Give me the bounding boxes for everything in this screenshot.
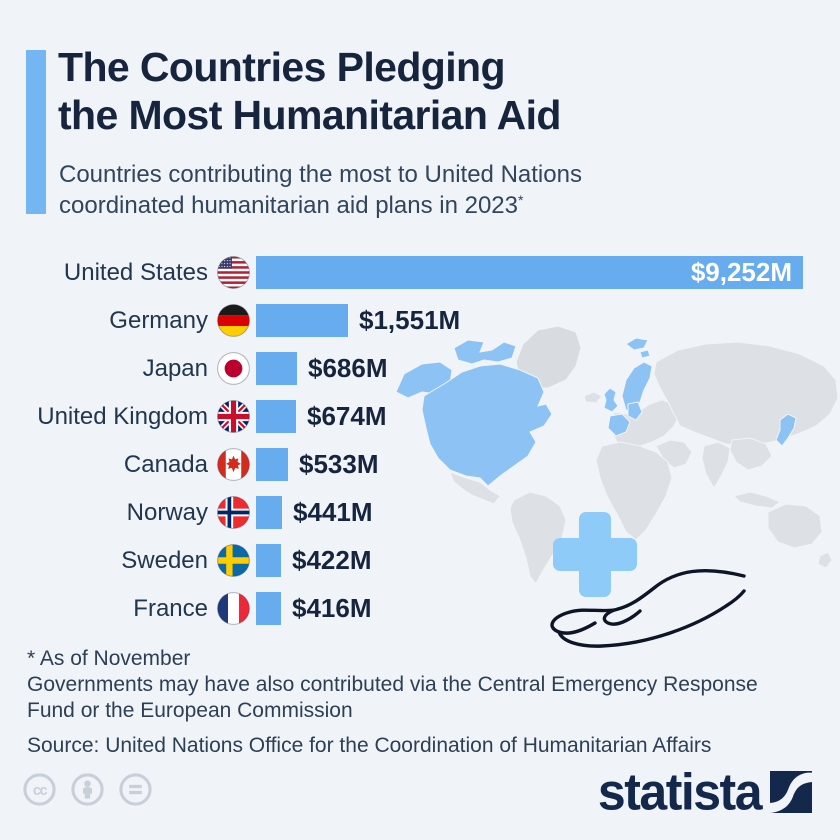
- country-label: Japan: [142, 355, 208, 382]
- subtitle-line-1: Countries contributing the most to Unite…: [59, 161, 582, 188]
- value-label: $686M: [308, 353, 388, 383]
- statista-logo-mark-icon: [770, 771, 812, 813]
- map-japan: [775, 413, 797, 447]
- svg-text:cc: cc: [33, 783, 48, 799]
- bar: [256, 496, 282, 529]
- bar: [256, 544, 281, 577]
- bar: $9,252M: [256, 256, 803, 289]
- value-label: $422M: [292, 545, 372, 575]
- subtitle-asterisk: *: [518, 191, 524, 208]
- value-label: $674M: [307, 401, 387, 431]
- map-uk: [603, 387, 619, 413]
- title-accent-bar: [26, 50, 46, 214]
- page-title: The Countries Pledging the Most Humanita…: [58, 44, 561, 140]
- value-label: $441M: [293, 497, 373, 527]
- map-greenland: [515, 325, 582, 389]
- bar: [256, 448, 288, 481]
- map-mexico: [449, 471, 501, 505]
- map-south-america: [509, 491, 567, 585]
- hand-cross-illustration: [550, 512, 746, 648]
- statista-logo[interactable]: statista: [597, 762, 812, 822]
- map-asia: [653, 341, 839, 447]
- se-flag-icon: [217, 544, 250, 577]
- map-africa: [595, 441, 673, 541]
- map-north-america: [421, 363, 553, 487]
- de-flag-icon: [217, 304, 250, 337]
- statista-wordmark: statista: [597, 762, 763, 822]
- bar: [256, 304, 348, 337]
- us-flag-icon: [217, 256, 250, 289]
- country-label: France: [133, 595, 208, 622]
- bar: [256, 400, 296, 433]
- cc-icon[interactable]: cc: [22, 772, 57, 807]
- bar: [256, 352, 297, 385]
- footnote-note-line-2: Fund or the European Commission: [27, 699, 353, 722]
- country-label: Germany: [109, 307, 208, 334]
- page-subtitle: Countries contributing the most to Unite…: [59, 160, 582, 221]
- map-india: [701, 441, 731, 489]
- country-label: Norway: [126, 499, 208, 526]
- subtitle-line-2: coordinated humanitarian aid plans in 20…: [59, 191, 518, 219]
- bar-row: United States $9,252M: [0, 256, 840, 289]
- map-germany: [627, 401, 643, 421]
- value-label: $9,252M: [690, 257, 792, 287]
- footnotes: * As of November Governments may have al…: [27, 646, 827, 759]
- equals-icon[interactable]: [118, 772, 153, 807]
- footnote-note-line-1: Governments may have also contributed vi…: [27, 673, 758, 696]
- gb-flag-icon: [217, 400, 250, 433]
- country-label: Canada: [123, 451, 208, 478]
- title-line-2: the Most Humanitarian Aid: [58, 91, 561, 138]
- fr-flag-icon: [217, 592, 250, 625]
- bar: [256, 592, 281, 625]
- attribution-person-icon[interactable]: [70, 772, 105, 807]
- open-hand-icon: [550, 569, 746, 648]
- license-badges[interactable]: cc: [22, 772, 153, 807]
- medical-cross-icon: [553, 512, 637, 597]
- source-line: Source: United Nations Office for the Co…: [27, 734, 712, 757]
- title-line-1: The Countries Pledging: [58, 44, 506, 90]
- footnote-as-of: * As of November: [27, 647, 191, 670]
- ca-flag-icon: [217, 448, 250, 481]
- country-label: United States: [63, 259, 208, 286]
- value-label: $416M: [292, 593, 372, 623]
- map-australia: [767, 503, 823, 549]
- map-france: [607, 413, 631, 437]
- world-map-background: [395, 325, 839, 585]
- value-label: $533M: [299, 449, 379, 479]
- country-label: Sweden: [121, 547, 208, 574]
- no-flag-icon: [217, 496, 250, 529]
- jp-flag-icon: [217, 352, 250, 385]
- country-label: United Kingdom: [37, 403, 208, 430]
